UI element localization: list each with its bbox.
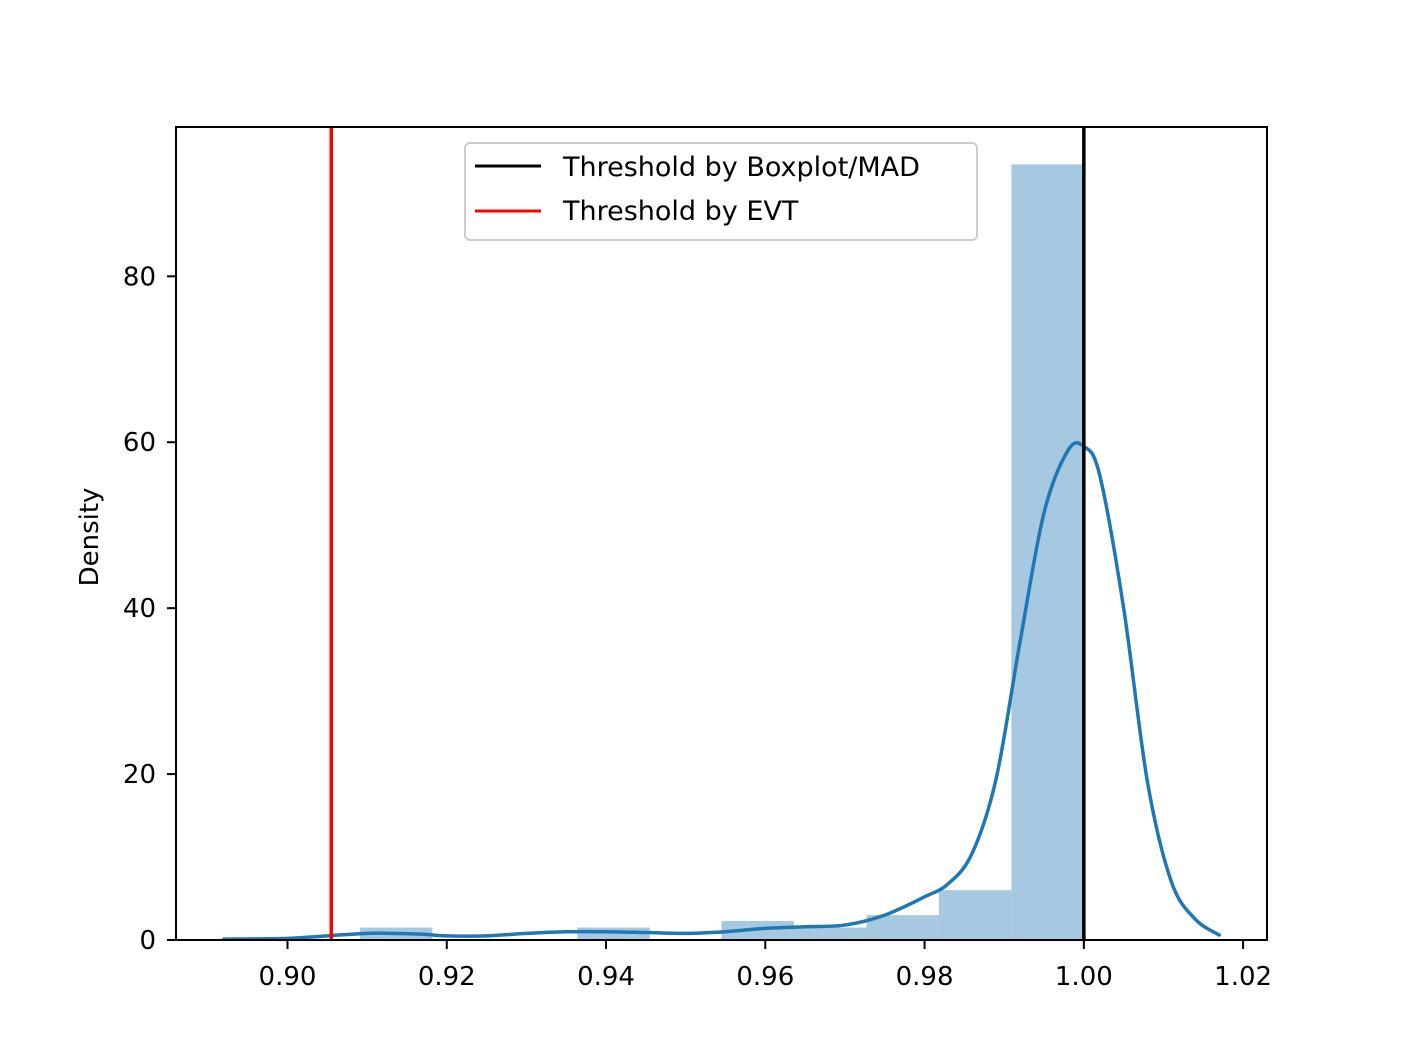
x-tick-label: 1.00 — [1055, 962, 1113, 992]
x-tick-label: 0.92 — [418, 962, 476, 992]
kde-curve — [222, 441, 1221, 941]
x-tick-label: 1.02 — [1214, 962, 1272, 992]
x-tick-label: 0.94 — [577, 962, 635, 992]
histogram-bar-9 — [1011, 164, 1084, 940]
x-tick-label: 0.90 — [259, 962, 317, 992]
y-tick-label: 20 — [123, 760, 156, 790]
histogram-bar-6 — [793, 927, 867, 940]
legend-label-boxplot-mad: Threshold by Boxplot/MAD — [562, 152, 920, 183]
histogram-bar-7 — [866, 915, 939, 940]
y-tick-label: 60 — [123, 428, 156, 458]
y-axis-label: Density — [75, 488, 105, 587]
threshold-lines — [329, 127, 1086, 940]
y-tick-label: 80 — [123, 262, 156, 292]
y-tick-label: 40 — [123, 594, 156, 624]
axes-frame — [175, 126, 1268, 941]
legend-box — [464, 142, 978, 241]
histogram-bar-8 — [938, 890, 1012, 940]
kde-curve-layer — [222, 441, 1221, 941]
y-axis-ticks: 0 20 40 60 80 — [123, 262, 176, 956]
x-tick-label: 0.98 — [896, 962, 954, 992]
x-axis-ticks: 0.90 0.92 0.94 0.96 0.98 1.00 1.02 — [259, 940, 1272, 992]
legend-label-evt: Threshold by EVT — [562, 196, 799, 227]
legend: Threshold by Boxplot/MAD Threshold by EV… — [464, 142, 978, 241]
y-tick-label: 0 — [139, 926, 156, 956]
x-tick-label: 0.96 — [736, 962, 794, 992]
